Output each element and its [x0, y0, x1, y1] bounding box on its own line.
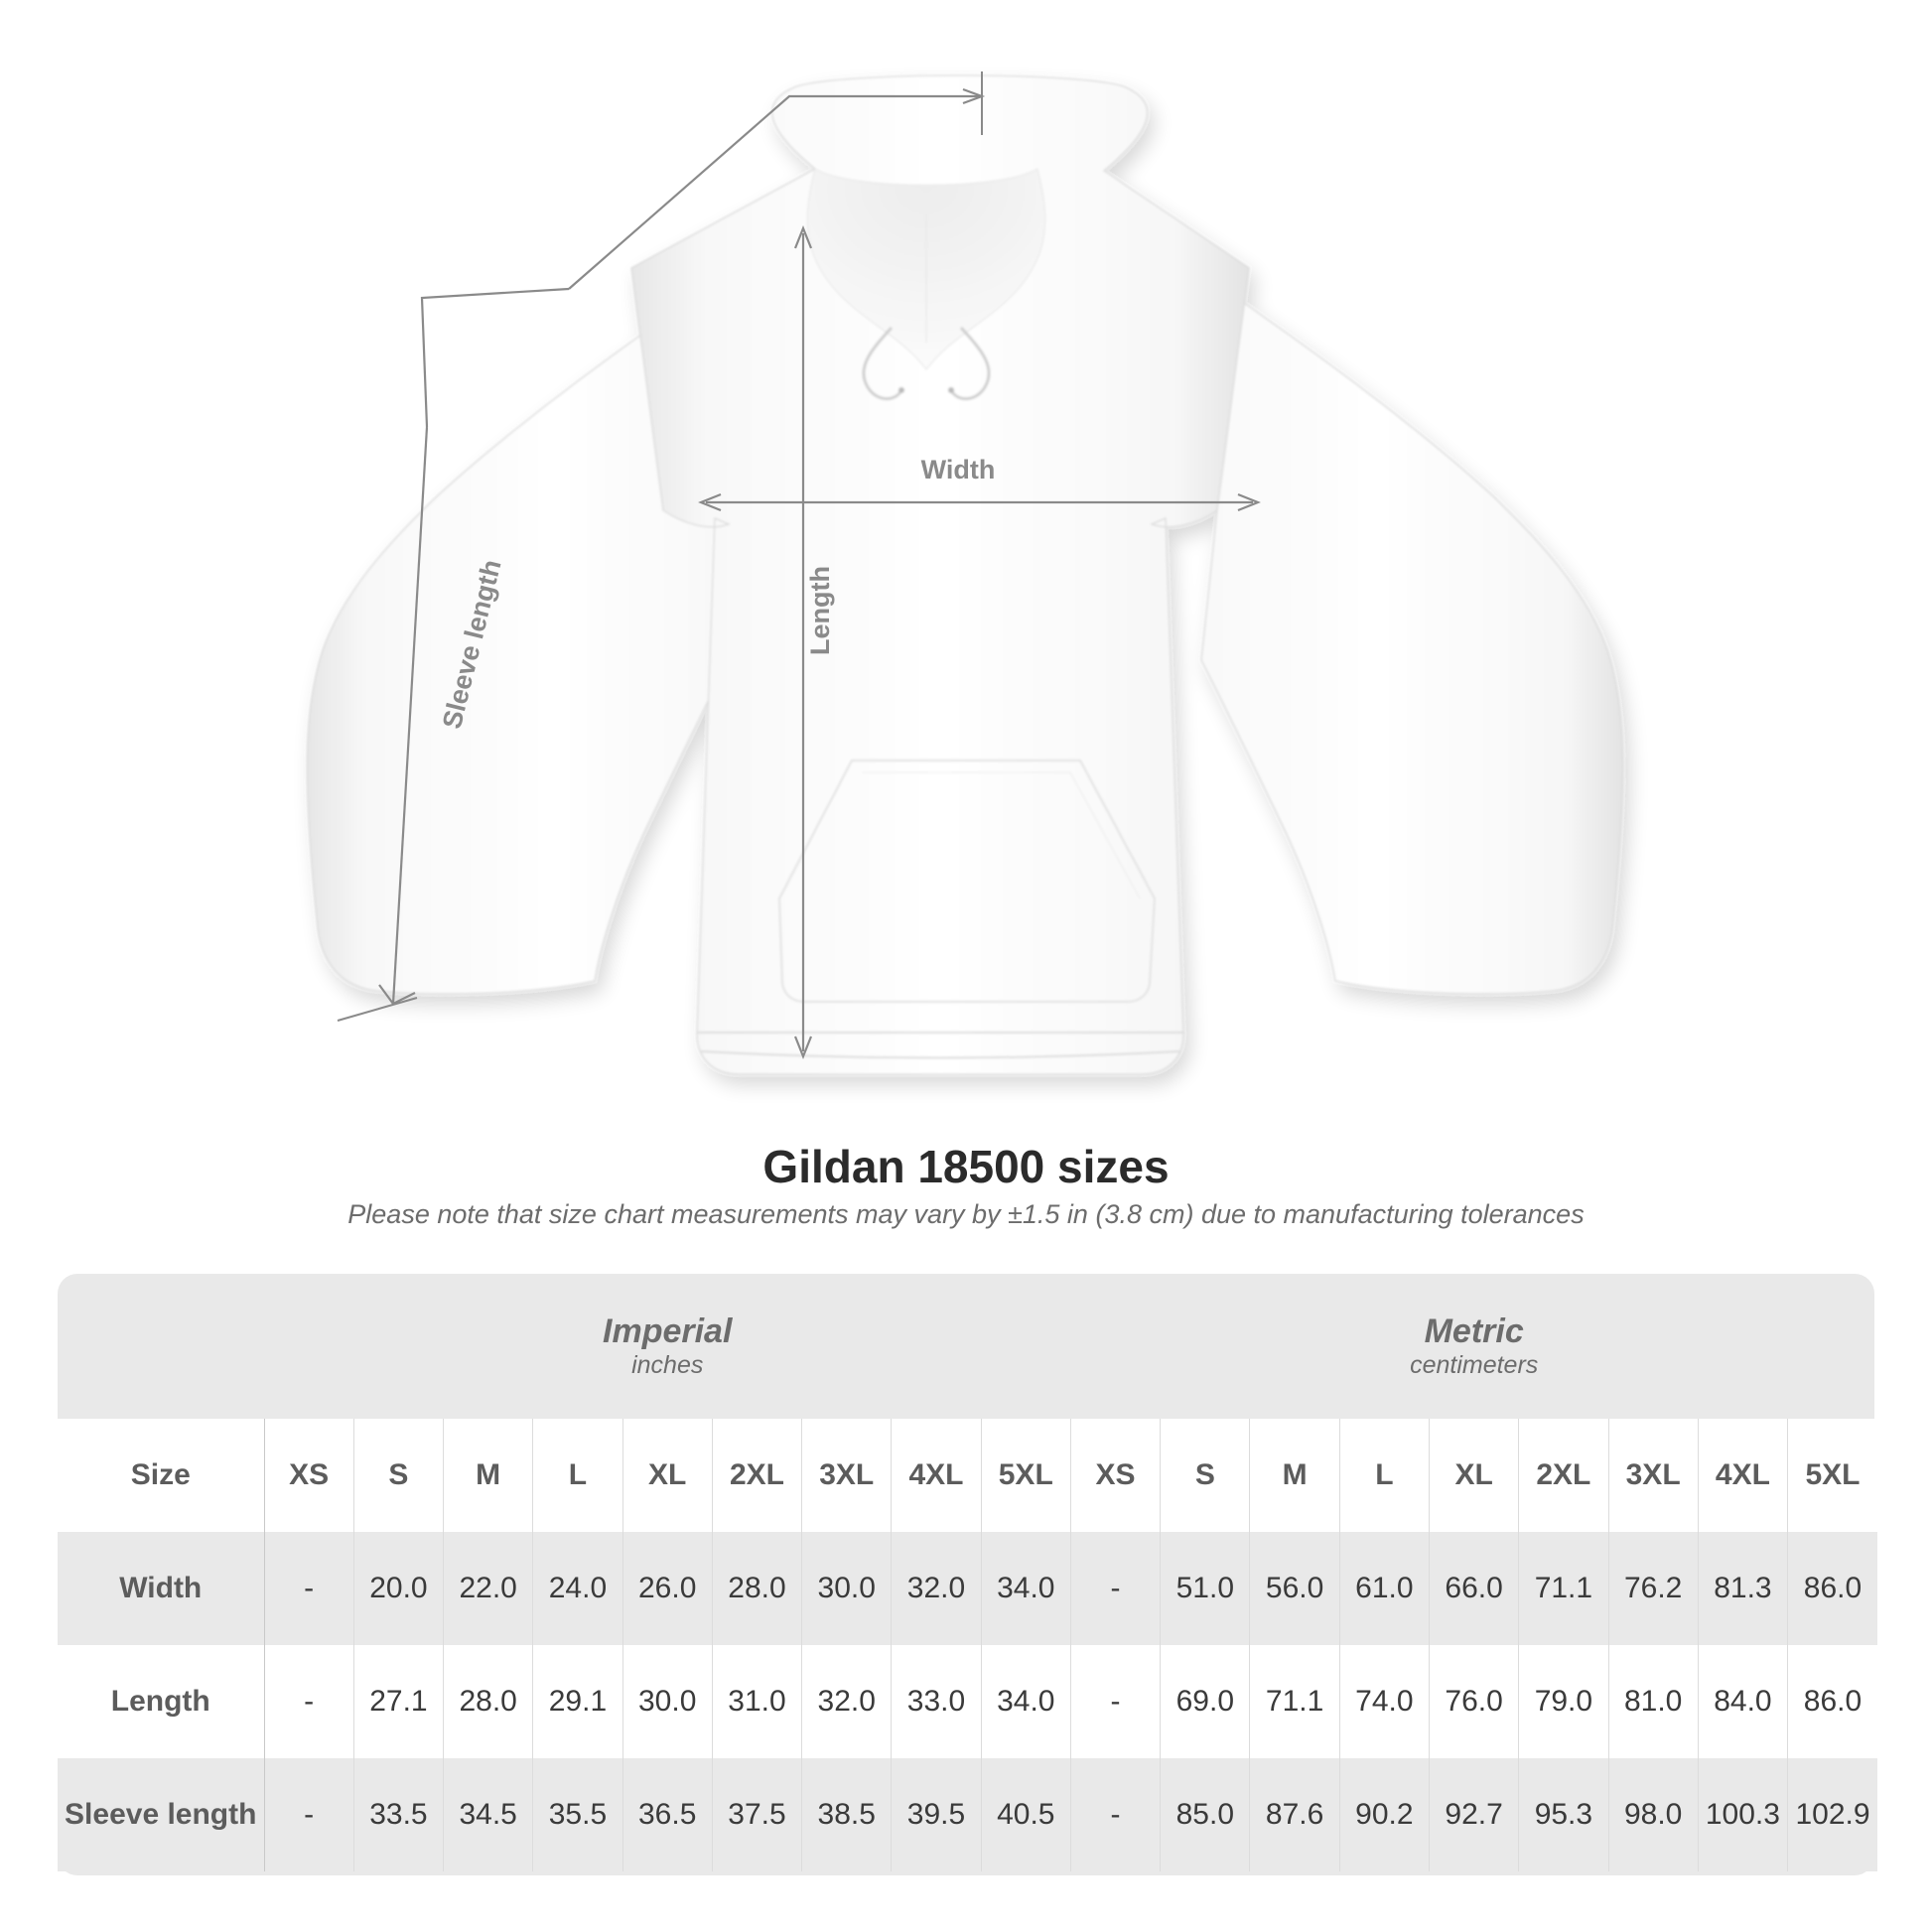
svg-text:Length: Length [805, 566, 835, 655]
svg-text:Width: Width [921, 455, 996, 484]
